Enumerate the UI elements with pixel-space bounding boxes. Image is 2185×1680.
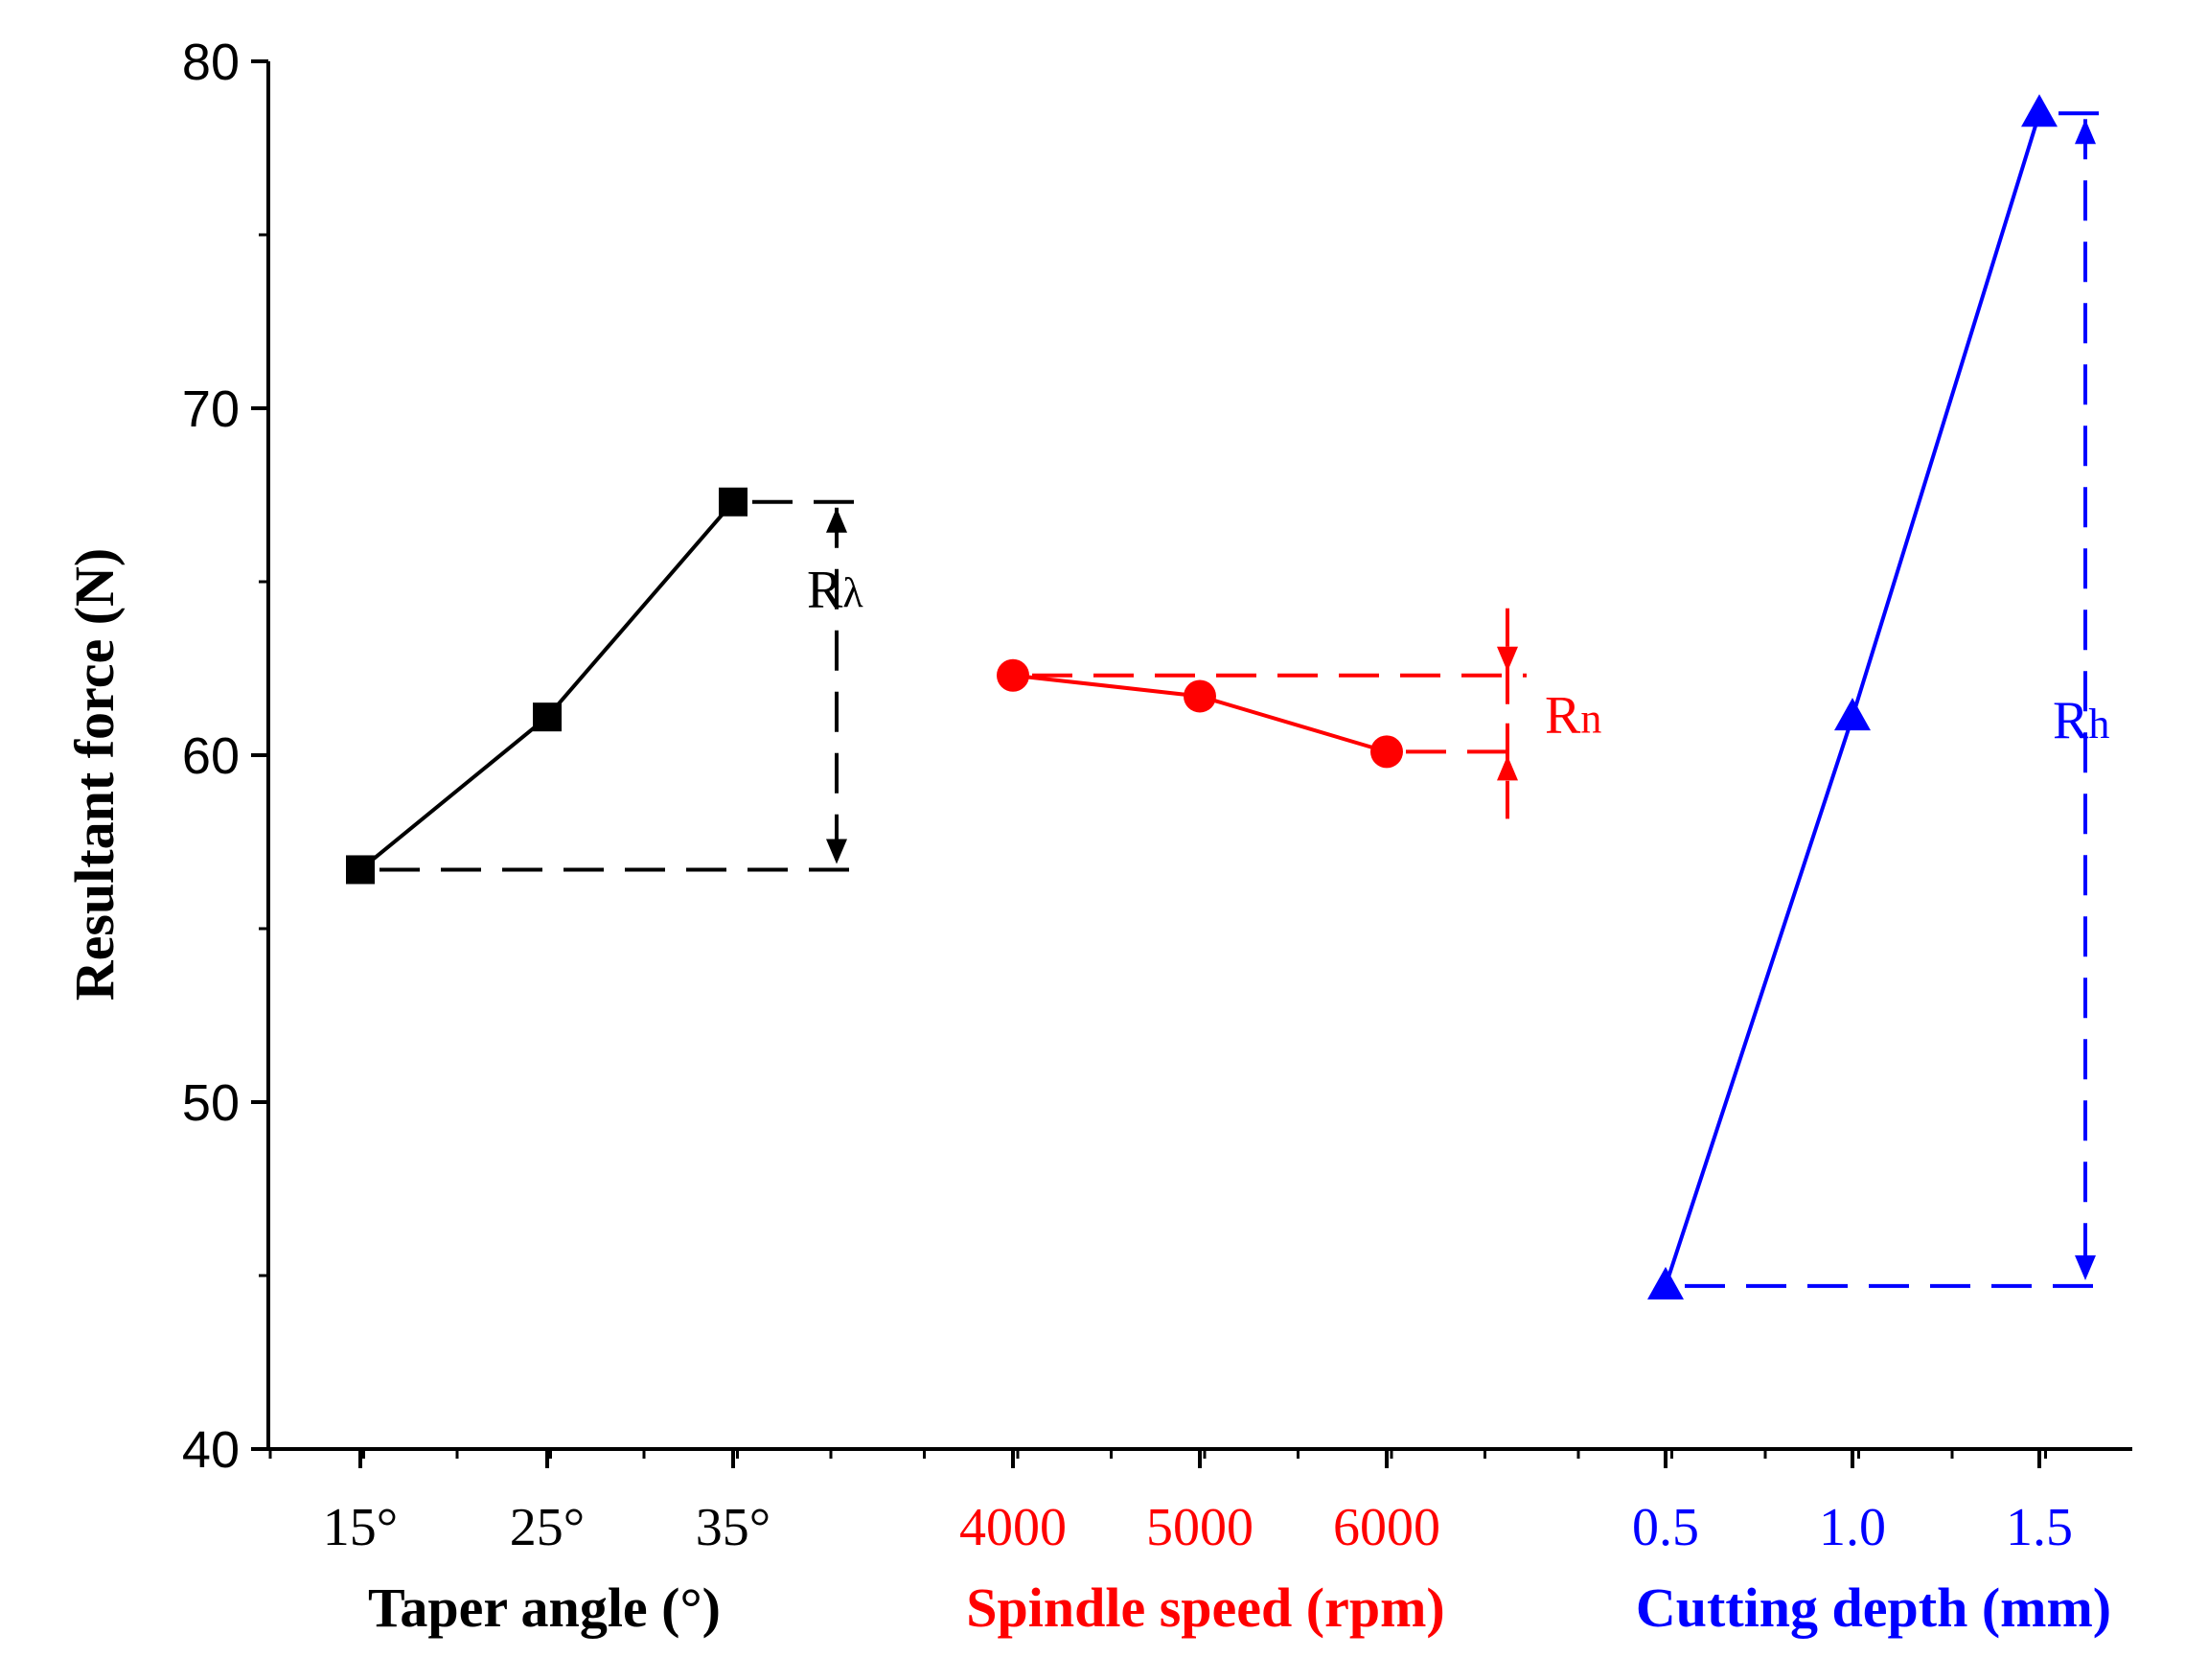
x-tick-label: 5000	[1146, 1498, 1254, 1557]
data-point-square	[533, 702, 562, 732]
range-arrow-head	[1497, 755, 1518, 781]
x-axis-title: Cutting depth (mm)	[1636, 1576, 2111, 1639]
range-arrow-head	[826, 839, 847, 864]
range-arrow-head	[826, 507, 847, 533]
series-markers	[346, 94, 2058, 1300]
x-tick-label: 4000	[959, 1498, 1067, 1557]
data-point-square	[719, 487, 748, 517]
labels: Resultant force (N) 15° 25° 35° Taper angle …	[63, 548, 2111, 1639]
range-label: Rh	[2053, 691, 2109, 750]
x-tick-label: 25°	[510, 1498, 585, 1557]
range-guides	[380, 111, 2108, 1288]
range-arrow-head	[2075, 119, 2096, 145]
x-tick-label: 1.0	[1819, 1498, 1886, 1557]
axes: 40 50 60 70 80	[182, 34, 2132, 1479]
data-point-square	[346, 855, 375, 885]
y-axis-title: Resultant force (N)	[63, 548, 126, 1001]
x-axis-title: Spindle speed (rpm)	[966, 1576, 1445, 1639]
y-tick-label: 50	[182, 1074, 240, 1132]
y-tick-label: 80	[182, 34, 240, 91]
y-tick-label: 40	[182, 1421, 240, 1479]
x-tick-label: 1.5	[2006, 1498, 2073, 1557]
data-point-circle	[1370, 735, 1403, 769]
x-tick-label: 35°	[696, 1498, 770, 1557]
y-tick-label: 70	[182, 380, 240, 438]
range-label: Rλ	[807, 561, 863, 620]
series-line	[358, 500, 735, 872]
range-arrow-head	[1497, 646, 1518, 672]
x-axis-title: Taper angle (°)	[368, 1576, 721, 1639]
data-point-triangle	[1834, 698, 1871, 731]
data-point-circle	[1184, 679, 1216, 713]
x-tick-label: 15°	[323, 1498, 398, 1557]
data-point-triangle	[2021, 94, 2058, 127]
range-label: Rn	[1545, 686, 1601, 746]
range-arrow-head	[2075, 1254, 2096, 1280]
x-tick-label: 0.5	[1632, 1498, 1699, 1557]
data-point-triangle	[1647, 1266, 1684, 1300]
x-tick-label: 6000	[1333, 1498, 1440, 1557]
data-point-circle	[997, 658, 1029, 692]
y-tick-label: 60	[182, 727, 240, 785]
